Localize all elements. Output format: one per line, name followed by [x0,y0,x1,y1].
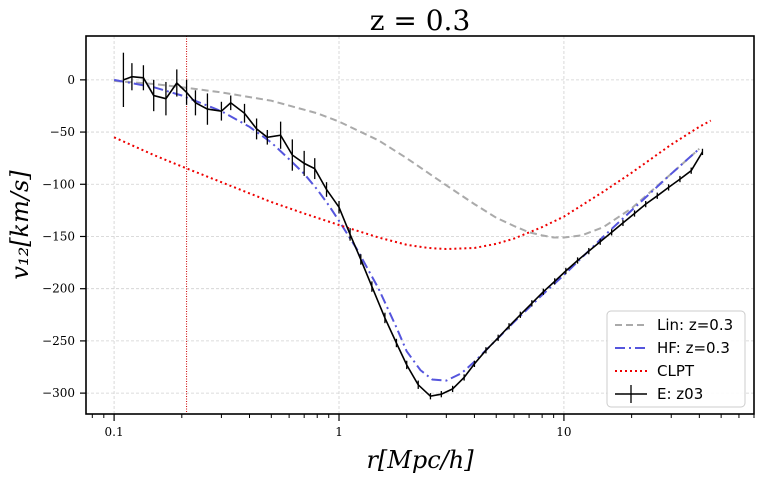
series-lin-z-0-3 [114,79,700,239]
series-e-z03 [122,52,704,400]
legend-entry-label: E: z03 [657,385,703,403]
series-hf-z-0-3 [113,78,700,382]
plot-frame [85,35,755,415]
x-tick-label: 0.1 [105,425,124,439]
series-layer [113,52,712,400]
y-tick-label: −150 [42,229,75,243]
x-axis-label: r[Mpc/h] [366,446,474,474]
y-tick-label: −200 [42,282,75,296]
series-line [113,119,712,251]
y-tick-label: −50 [50,125,75,139]
y-tick-label: −100 [42,177,75,191]
series-clpt [113,119,712,251]
legend-entry-label: CLPT [657,362,695,380]
legend-box [606,310,746,408]
y-tick-label: 0 [67,73,75,87]
legend-entry-label: Lin: z=0.3 [657,316,733,334]
series-line [123,75,704,398]
series-line [114,79,700,239]
legend: Lin: z=0.3 HF: z=0.3 CLPT E: z03 [606,310,746,408]
x-tick-label: 10 [556,425,571,439]
series-line [113,78,700,382]
y-tick-label: −300 [42,386,75,400]
y-tick-label: −250 [42,334,75,348]
chart-title: z = 0.3 [370,4,471,37]
y-axis-label: v₁₂[km/s] [6,170,34,280]
legend-entry-label: HF: z=0.3 [657,339,730,357]
ticks: 0.1 1 10 0 −50 −100 −150 −200 −250 −300 [42,73,755,439]
x-tick-label: 1 [335,425,343,439]
